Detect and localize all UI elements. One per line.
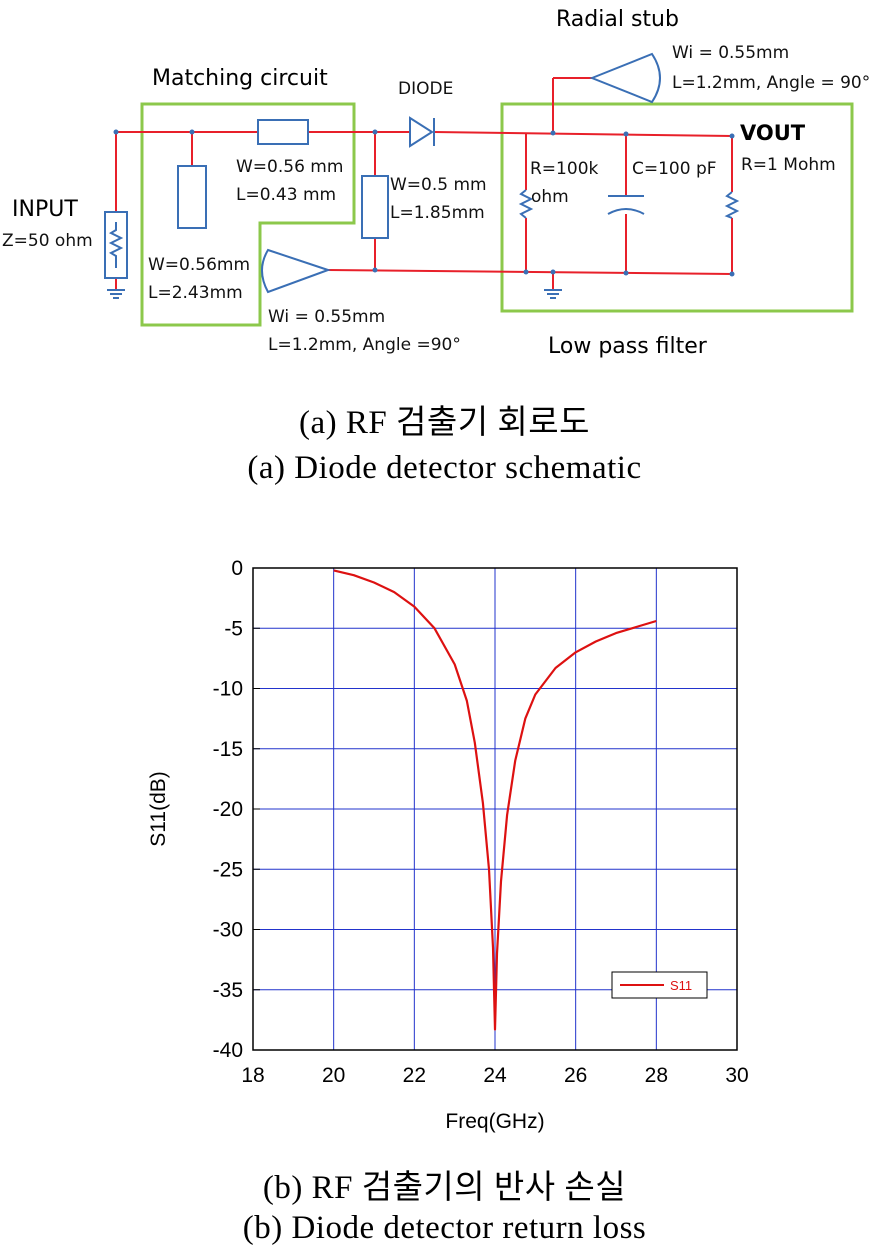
caption-a-korean: (a) RF 검출기 회로도 — [299, 405, 590, 441]
tline-series-width: W=0.56 mm — [236, 157, 343, 177]
tline-shunt-icon — [177, 165, 207, 229]
plot-frame — [252, 567, 738, 1051]
low-pass-filter-title: Low pass filter — [548, 334, 708, 359]
series-line-s11 — [333, 569, 657, 1031]
capacitor-icon — [607, 195, 645, 215]
ground-icon — [544, 289, 562, 299]
y-axis-label: S11(dB) — [147, 771, 170, 846]
legend-label: S11 — [670, 978, 692, 993]
x-axis-label: Freq(GHz) — [445, 1110, 544, 1133]
diode-label: DIODE — [398, 79, 453, 99]
caption-a-english: (a) Diode detector schematic — [247, 450, 642, 486]
y-tick-label: -25 — [213, 858, 243, 881]
lpf-resistor-unit: ohm — [531, 187, 569, 207]
x-tick-label: 30 — [725, 1064, 748, 1087]
vout-label: VOUT — [740, 121, 806, 145]
legend: S11 — [611, 971, 708, 999]
tline-shunt2-icon — [361, 175, 389, 239]
tline-series-length: L=0.43 mm — [236, 185, 336, 205]
y-tick-label: -30 — [213, 919, 243, 942]
tline-shunt2-length: L=1.85mm — [390, 203, 485, 223]
y-tick-label: -20 — [213, 798, 243, 821]
caption-b-english: (b) Diode detector return loss — [242, 1210, 647, 1246]
radial-stub-top-width: Wi = 0.55mm — [672, 43, 789, 63]
lpf-resistor-icon — [518, 189, 534, 219]
tline-series-icon — [257, 119, 309, 145]
matching-circuit-title: Matching circuit — [152, 66, 328, 91]
circuit-wires — [115, 77, 733, 290]
schematic-diagram: Radial stub Wi = 0.55mm L=1.2mm, Angle =… — [2, 7, 870, 359]
tline-shunt2-width: W=0.5 mm — [390, 175, 487, 195]
x-tick-label: 28 — [645, 1064, 668, 1087]
y-tick-label: -5 — [224, 617, 243, 640]
low-pass-filter-box — [500, 102, 854, 313]
y-tick-label: 0 — [231, 557, 243, 580]
load-resistor-value: R=1 Mohm — [741, 155, 836, 175]
capacitor-value: C=100 pF — [632, 159, 717, 179]
y-tick-labels: 0 -5 -10 -15 -20 -25 -30 -35 -40 — [213, 557, 243, 1062]
y-tick-label: -40 — [213, 1039, 243, 1062]
x-tick-label: 26 — [564, 1064, 587, 1087]
ground-icon — [107, 289, 125, 299]
load-resistor-icon — [724, 191, 740, 219]
lpf-resistor-value: R=100k — [530, 159, 599, 179]
radial-stub-bottom-icon — [261, 248, 332, 294]
input-impedance: Z=50 ohm — [2, 231, 93, 251]
input-title: INPUT — [12, 197, 78, 222]
series-layer — [333, 569, 657, 1031]
x-tick-label: 22 — [403, 1064, 426, 1087]
x-tick-label: 18 — [241, 1064, 264, 1087]
caption-b-korean: (b) RF 검출기의 반사 손실 — [262, 1170, 627, 1206]
radial-stub-top-icon — [589, 52, 661, 104]
y-tick-label: -10 — [213, 678, 243, 701]
input-resistor-icon — [108, 222, 124, 268]
x-tick-label: 20 — [322, 1064, 345, 1087]
y-tick-label: -35 — [213, 979, 243, 1002]
y-tick-label: -15 — [213, 738, 243, 761]
tline-shunt-width: W=0.56mm — [148, 255, 250, 275]
x-tick-labels: 18 20 22 24 26 28 30 — [241, 1064, 748, 1087]
radial-stub-bottom-length: L=1.2mm, Angle =90° — [268, 335, 461, 355]
radial-stub-bottom-width: Wi = 0.55mm — [268, 307, 385, 327]
diode-icon — [409, 116, 435, 148]
radial-stub-top-length: L=1.2mm, Angle = 90° — [672, 73, 870, 93]
return-loss-chart: 0-5-10-15-20-25-30-35-40 18 20 22 24 26 28 30 … — [147, 557, 749, 1133]
matching-circuit-box — [140, 102, 356, 327]
x-tick-label: 24 — [483, 1064, 507, 1087]
tline-shunt-length: L=2.43mm — [148, 283, 243, 303]
radial-stub-title: Radial stub — [556, 7, 679, 32]
junction-dots — [113, 129, 735, 277]
